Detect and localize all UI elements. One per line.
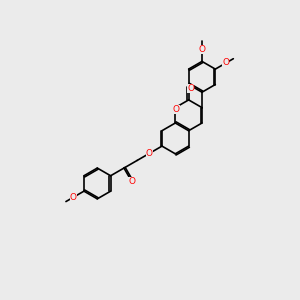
Text: O: O xyxy=(146,149,153,158)
Text: O: O xyxy=(70,193,77,202)
Text: O: O xyxy=(188,84,194,93)
Text: O: O xyxy=(199,45,206,54)
Text: O: O xyxy=(128,177,135,186)
Text: O: O xyxy=(223,58,230,68)
Text: O: O xyxy=(172,105,180,114)
